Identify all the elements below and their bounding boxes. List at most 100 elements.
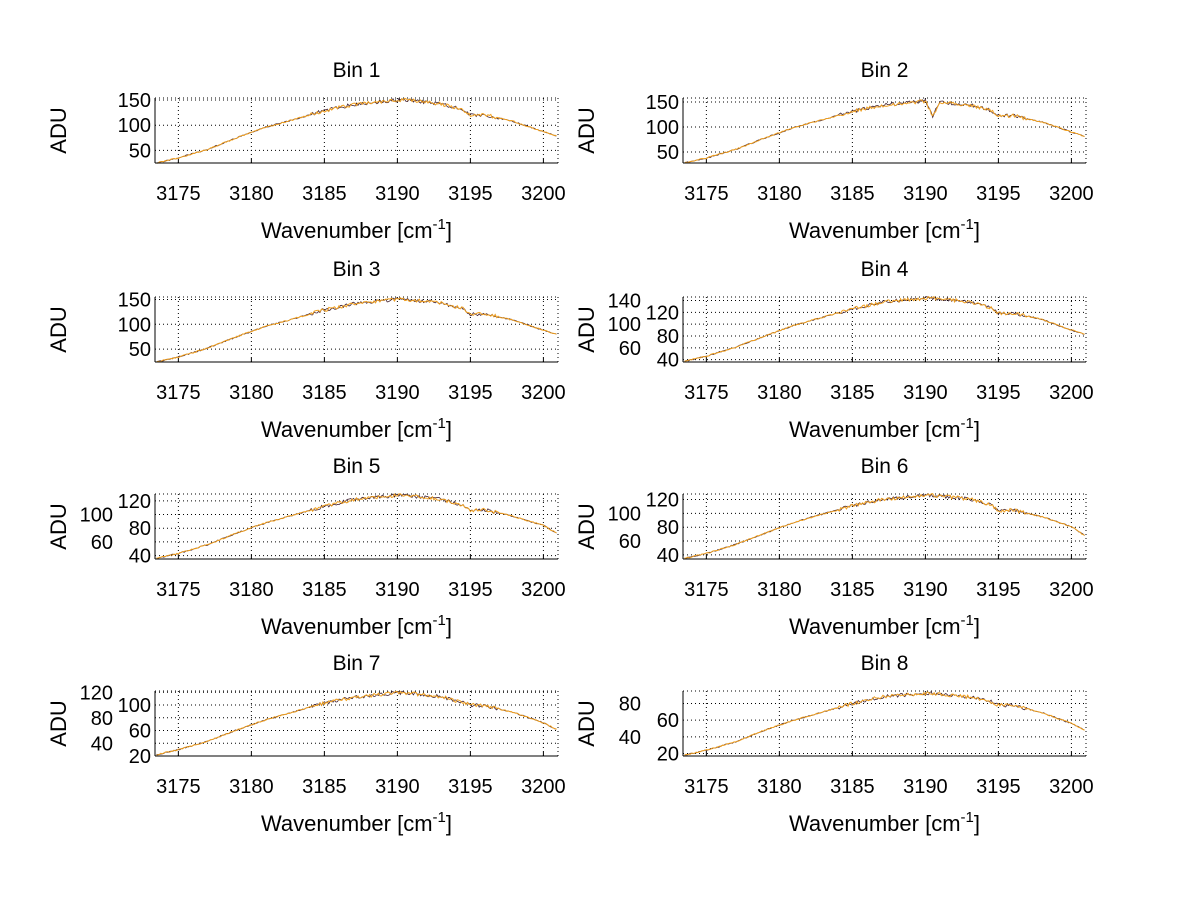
x-label-end: ] bbox=[446, 218, 452, 243]
x-label-superscript: -1 bbox=[433, 612, 446, 629]
x-tick-label: 3200 bbox=[521, 382, 566, 404]
y-tick-label: 60 bbox=[619, 338, 641, 360]
data-line-dark bbox=[156, 297, 557, 363]
y-tick-label: 150 bbox=[118, 90, 151, 112]
x-label-end: ] bbox=[974, 417, 980, 442]
x-label-superscript: -1 bbox=[433, 216, 446, 233]
x-tick-label: 3180 bbox=[757, 183, 802, 205]
y-tick-label: 100 bbox=[608, 503, 641, 525]
x-label-end: ] bbox=[446, 614, 452, 639]
subplot-bin-3: 3175 3180 3185 3190 3195 3200 50 100 150 Bin 3 Wav… bbox=[46, 258, 566, 442]
y-axis-label: ADU bbox=[574, 107, 599, 153]
x-tick-label: 3175 bbox=[684, 183, 729, 205]
x-label-superscript: -1 bbox=[961, 415, 974, 432]
subplot-title: Bin 4 bbox=[861, 258, 909, 281]
y-tick-label: 100 bbox=[646, 117, 679, 139]
y-tick-label: 100 bbox=[80, 505, 113, 527]
subplot-title: Bin 7 bbox=[333, 652, 381, 675]
x-label-text: Wavenumber [cm bbox=[789, 218, 961, 243]
x-tick-label: 3175 bbox=[684, 776, 729, 798]
x-tick-label: 3175 bbox=[684, 579, 729, 601]
y-tick-label: 100 bbox=[118, 115, 151, 137]
x-label-text: Wavenumber [cm bbox=[789, 417, 961, 442]
y-tick-label: 40 bbox=[657, 350, 679, 372]
x-tick-label: 3190 bbox=[903, 579, 948, 601]
x-tick-label: 3175 bbox=[156, 776, 201, 798]
subplot-bin-1: 3175 3180 3185 3190 3195 3200 50 100 150 Bin 1 Wav… bbox=[46, 59, 566, 243]
y-tick-label: 100 bbox=[608, 314, 641, 336]
y-tick-label: 50 bbox=[129, 339, 151, 361]
data-line bbox=[156, 493, 557, 559]
y-axis-label: ADU bbox=[46, 306, 71, 352]
y-tick-label: 120 bbox=[80, 682, 113, 704]
x-tick-label: 3200 bbox=[521, 183, 566, 205]
subplot-title: Bin 1 bbox=[333, 59, 381, 82]
x-tick-label: 3190 bbox=[375, 579, 420, 601]
y-tick-label: 50 bbox=[129, 140, 151, 162]
x-tick-label: 3195 bbox=[976, 776, 1021, 798]
y-tick-label: 120 bbox=[646, 490, 679, 512]
y-tick-label: 80 bbox=[657, 326, 679, 348]
x-tick-label: 3175 bbox=[156, 579, 201, 601]
x-tick-label: 3185 bbox=[830, 776, 875, 798]
subplot-title: Bin 2 bbox=[861, 59, 909, 82]
y-tick-label: 100 bbox=[118, 695, 151, 717]
x-axis-label: Wavenumber [cm-1] bbox=[789, 809, 980, 836]
y-tick-label: 80 bbox=[657, 517, 679, 539]
x-tick-label: 3200 bbox=[521, 579, 566, 601]
y-axis-label: ADU bbox=[574, 306, 599, 352]
x-label-end: ] bbox=[974, 218, 980, 243]
x-tick-label: 3185 bbox=[830, 382, 875, 404]
y-tick-label: 50 bbox=[657, 142, 679, 164]
x-tick-label: 3195 bbox=[448, 776, 493, 798]
x-label-text: Wavenumber [cm bbox=[789, 811, 961, 836]
x-tick-label: 3185 bbox=[830, 183, 875, 205]
x-tick-label: 3180 bbox=[229, 776, 274, 798]
data-line bbox=[684, 493, 1085, 559]
x-tick-label: 3195 bbox=[976, 183, 1021, 205]
y-tick-label: 150 bbox=[118, 289, 151, 311]
y-tick-label: 80 bbox=[91, 708, 113, 730]
subplot-bin-2: 3175 3180 3185 3190 3195 3200 50 100 150 Bin 2 Wav… bbox=[574, 59, 1094, 243]
y-tick-label: 100 bbox=[118, 314, 151, 336]
x-tick-label: 3180 bbox=[757, 382, 802, 404]
data-line-dark bbox=[684, 691, 1085, 756]
y-tick-label: 60 bbox=[91, 532, 113, 554]
y-axis-label: ADU bbox=[46, 107, 71, 153]
x-tick-label: 3200 bbox=[521, 776, 566, 798]
y-tick-label: 60 bbox=[129, 721, 151, 743]
subplot-bin-8: 3175 3180 3185 3190 3195 3200 20 40 60 80 Bin 8 Wav… bbox=[574, 652, 1094, 836]
x-tick-label: 3200 bbox=[1049, 183, 1094, 205]
x-tick-label: 3200 bbox=[1049, 579, 1094, 601]
x-label-text: Wavenumber [cm bbox=[261, 614, 433, 639]
x-tick-label: 3200 bbox=[1049, 382, 1094, 404]
y-axis-label: ADU bbox=[574, 503, 599, 549]
x-tick-label: 3185 bbox=[302, 183, 347, 205]
x-tick-label: 3190 bbox=[903, 776, 948, 798]
x-label-end: ] bbox=[974, 811, 980, 836]
x-tick-label: 3180 bbox=[229, 382, 274, 404]
x-tick-label: 3190 bbox=[375, 183, 420, 205]
y-tick-label: 140 bbox=[608, 291, 641, 313]
x-tick-label: 3180 bbox=[229, 579, 274, 601]
y-tick-label: 120 bbox=[118, 491, 151, 513]
x-label-text: Wavenumber [cm bbox=[789, 614, 961, 639]
data-line bbox=[684, 295, 1085, 362]
data-line bbox=[156, 297, 557, 363]
x-tick-label: 3175 bbox=[156, 382, 201, 404]
subplot-title: Bin 6 bbox=[861, 455, 909, 478]
x-label-superscript: -1 bbox=[433, 415, 446, 432]
data-line bbox=[156, 97, 557, 164]
y-tick-label: 40 bbox=[91, 733, 113, 755]
x-tick-label: 3180 bbox=[757, 579, 802, 601]
data-line-dark bbox=[684, 296, 1085, 363]
y-tick-label: 60 bbox=[619, 531, 641, 553]
x-axis-label: Wavenumber [cm-1] bbox=[261, 612, 452, 639]
x-axis-label: Wavenumber [cm-1] bbox=[789, 612, 980, 639]
x-tick-label: 3175 bbox=[156, 183, 201, 205]
y-tick-label: 20 bbox=[129, 746, 151, 768]
x-label-superscript: -1 bbox=[961, 612, 974, 629]
